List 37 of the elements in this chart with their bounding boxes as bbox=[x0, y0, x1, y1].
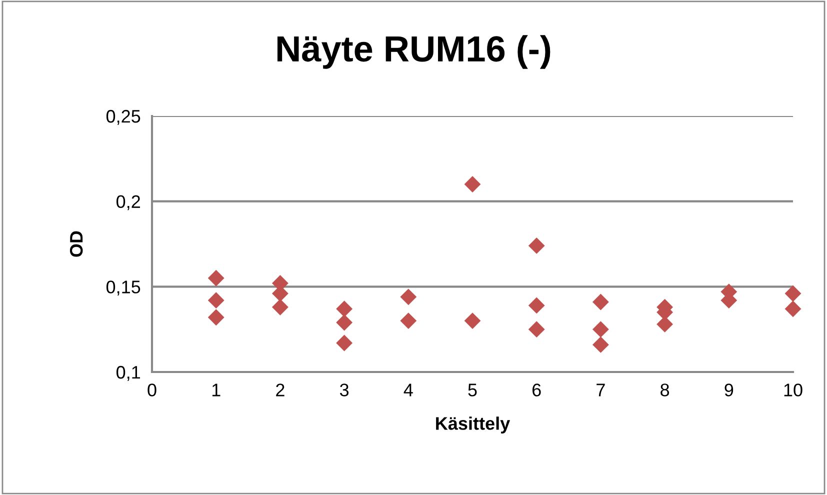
x-tick-label: 4 bbox=[404, 384, 413, 396]
point bbox=[336, 334, 353, 352]
y-tick-label: 0,15 bbox=[106, 280, 140, 296]
point bbox=[208, 270, 224, 286]
x-tick-label: 0 bbox=[148, 384, 156, 396]
x-tick-label: 1 bbox=[212, 384, 220, 396]
point bbox=[400, 288, 417, 306]
point bbox=[464, 176, 481, 192]
point bbox=[592, 321, 609, 338]
point bbox=[272, 298, 288, 316]
x-tick-label: 6 bbox=[532, 384, 541, 396]
point bbox=[400, 312, 417, 330]
point bbox=[528, 237, 545, 254]
y-axis-title: OD bbox=[70, 231, 83, 257]
point bbox=[592, 336, 609, 353]
point bbox=[592, 294, 609, 310]
chart-title: Näyte RUM16 (-) bbox=[277, 35, 550, 69]
point bbox=[336, 314, 353, 331]
x-tick-label: 9 bbox=[724, 384, 734, 396]
x-tick-label: 3 bbox=[340, 384, 349, 396]
x-tick-label: 7 bbox=[596, 384, 605, 396]
point bbox=[336, 300, 353, 318]
y-tick-label: 0,25 bbox=[106, 110, 140, 125]
x-tick-label: 5 bbox=[468, 384, 477, 396]
point bbox=[464, 312, 481, 330]
x-axis-title: Käsittely bbox=[436, 416, 510, 434]
x-tick-label: 10 bbox=[784, 384, 802, 396]
x-tick-label: 2 bbox=[276, 384, 284, 396]
point bbox=[784, 300, 802, 318]
y-tick-label: 0,1 bbox=[116, 366, 140, 381]
y-tick-label: 0,2 bbox=[116, 195, 140, 210]
point bbox=[528, 297, 545, 314]
point bbox=[528, 321, 545, 338]
point bbox=[208, 292, 224, 309]
x-tick-label: 8 bbox=[660, 384, 670, 396]
point bbox=[784, 285, 802, 302]
point bbox=[208, 309, 224, 326]
